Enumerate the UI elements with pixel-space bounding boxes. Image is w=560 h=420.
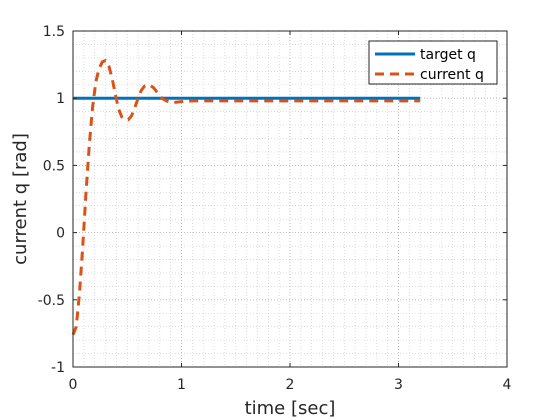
ticks-layer: 0 1 2 3 4 -1 -0.5 0 0.5 1 1.5 <box>38 24 512 393</box>
y-tick-label: 0.5 <box>43 158 65 174</box>
legend-label-current-q: current q <box>420 67 484 83</box>
x-tick-label: 1 <box>177 377 186 393</box>
y-tick-label: 1 <box>56 91 65 107</box>
x-tick-label: 0 <box>69 377 78 393</box>
y-tick-label: 0 <box>56 226 65 242</box>
x-tick-label: 2 <box>286 377 295 393</box>
x-tick-label: 3 <box>394 377 403 393</box>
legend: target q current q <box>368 40 498 85</box>
y-axis-title: current q [rad] <box>10 133 31 265</box>
legend-box <box>368 40 498 85</box>
series-layer <box>71 59 421 336</box>
y-tick-label: -1 <box>51 360 65 376</box>
y-tick-label: 1.5 <box>43 24 65 40</box>
legend-label-target-q: target q <box>420 47 476 63</box>
minor-grid <box>73 31 507 367</box>
y-tick-label: -0.5 <box>38 293 65 309</box>
x-axis-title: time [sec] <box>245 398 336 419</box>
x-tick-label: 4 <box>503 377 512 393</box>
series-line-current-q <box>71 59 421 336</box>
